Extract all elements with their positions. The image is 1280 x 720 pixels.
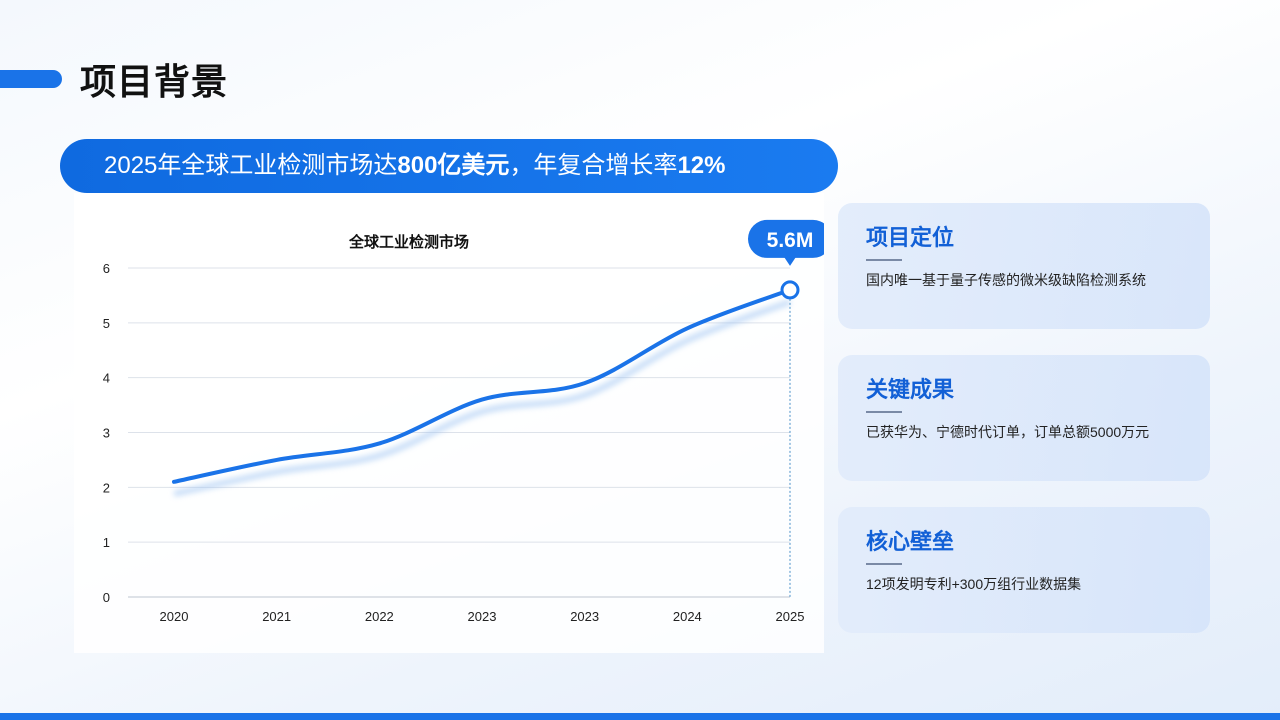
y-tick-label: 4 <box>103 371 110 386</box>
x-tick-label: 2022 <box>365 609 394 624</box>
headline-banner: 2025年全球工业检测市场达800亿美元，年复合增长率12% <box>60 139 838 193</box>
page-title: 项目背景 <box>80 61 229 102</box>
card-divider <box>866 259 902 261</box>
x-tick-label: 2023 <box>468 609 497 624</box>
headline-part-3: ，年复合增长率 <box>509 152 678 179</box>
callout-label: 5.6M <box>767 229 814 252</box>
y-tick-label: 0 <box>103 590 110 605</box>
card-barriers: 核心壁垒 12项发明专利+300万组行业数据集 <box>838 507 1210 633</box>
line-chart: 全球工业检测市场 0 1 2 3 4 5 6 2020 2021 2022 2023 2023 2024 2… <box>103 219 824 624</box>
y-tick-label: 6 <box>103 261 110 276</box>
x-tick-label: 2021 <box>262 609 291 624</box>
card-text: 已获华为、宁德时代订单，订单总额5000万元 <box>866 424 1150 440</box>
chart-title: 全球工业检测市场 <box>348 233 469 251</box>
series-line <box>172 287 792 484</box>
series-line-shadow <box>173 299 792 497</box>
y-tick-label: 2 <box>103 480 110 495</box>
card-title: 关键成果 <box>866 377 955 402</box>
card-divider <box>866 411 902 413</box>
headline-part-1: 2025年全球工业检测市场达 <box>104 152 398 179</box>
callout-pointer <box>784 256 796 266</box>
card-title: 项目定位 <box>866 225 955 250</box>
headline-market-value: 800亿美元 <box>397 152 510 179</box>
callout-badge <box>748 219 824 258</box>
card-text: 12项发明专利+300万组行业数据集 <box>866 576 1082 592</box>
x-tick-label: 2024 <box>673 609 702 624</box>
y-tick-label: 1 <box>103 535 110 550</box>
card-title: 核心壁垒 <box>866 529 955 554</box>
card-text: 国内唯一基于量子传感的微米级缺陷检测系统 <box>866 272 1146 288</box>
card-achievements: 关键成果 已获华为、宁德时代订单，订单总额5000万元 <box>838 355 1210 481</box>
title-accent-bar <box>0 70 62 88</box>
chart-panel: 全球工业检测市场 0 1 2 3 4 5 6 2020 2021 2022 2023 2023 2024 2… <box>74 193 824 653</box>
bottom-accent-line <box>0 713 1280 720</box>
y-tick-label: 3 <box>103 426 110 441</box>
x-tick-label: 2025 <box>776 609 805 624</box>
y-tick-label: 5 <box>103 316 110 331</box>
data-point-marker <box>780 280 800 300</box>
card-divider <box>866 563 902 565</box>
x-tick-label: 2020 <box>160 609 189 624</box>
headline-growth-rate: 12% <box>677 152 726 179</box>
x-tick-label: 2023 <box>570 609 599 624</box>
card-positioning: 项目定位 国内唯一基于量子传感的微米级缺陷检测系统 <box>838 203 1210 329</box>
